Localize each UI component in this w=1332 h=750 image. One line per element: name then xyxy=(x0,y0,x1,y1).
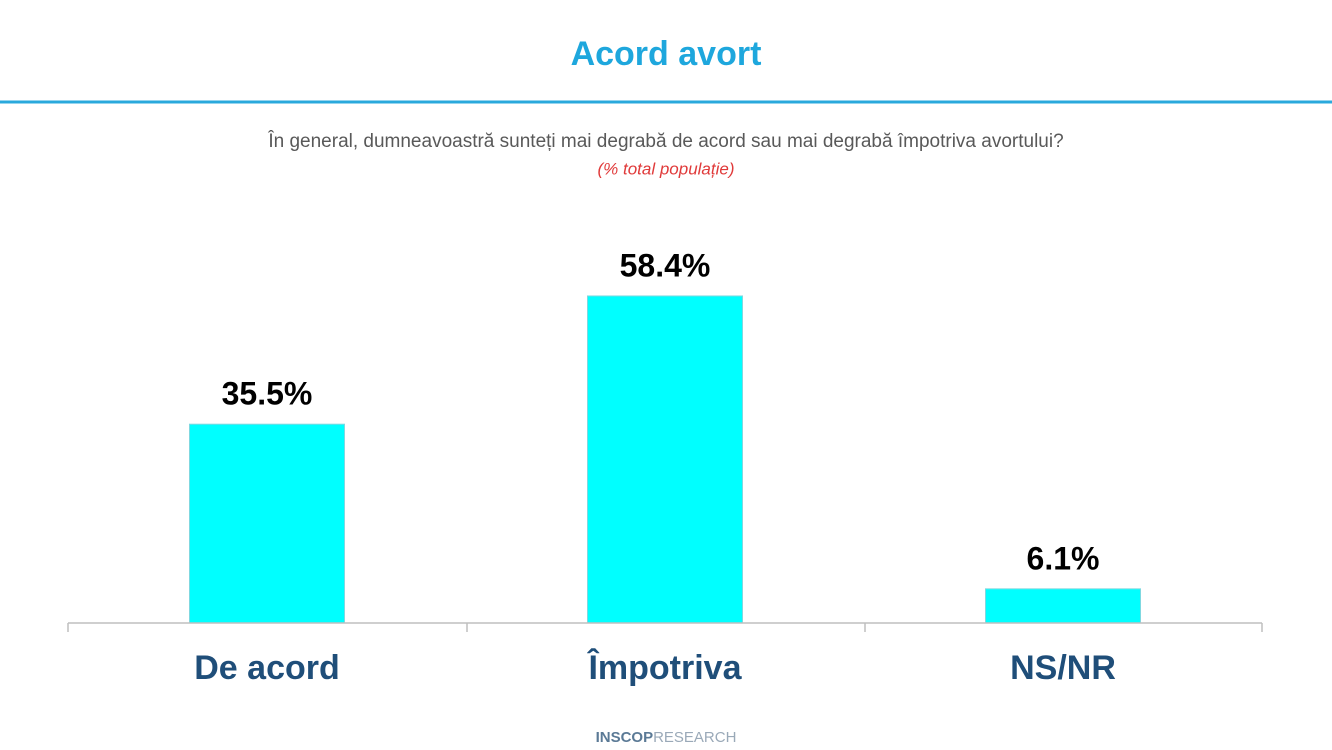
footer-brand: INSCOP xyxy=(596,729,654,746)
bar xyxy=(189,423,345,624)
value-label: 35.5% xyxy=(222,376,313,412)
note: (% total populație) xyxy=(597,159,734,178)
chart-title: Acord avort xyxy=(571,35,762,73)
value-label: 58.4% xyxy=(620,247,711,283)
x-tick-label: NS/NR xyxy=(1010,649,1116,687)
bar xyxy=(587,295,743,624)
x-tick-label: De acord xyxy=(194,649,340,687)
subtitle: În general, dumneavoastră sunteți mai de… xyxy=(267,130,1063,152)
footer-suffix: RESEARCH xyxy=(653,729,736,746)
footer-logo: INSCOPRESEARCH xyxy=(596,729,737,746)
value-label: 6.1% xyxy=(1027,540,1100,576)
x-tick-label: Împotriva xyxy=(586,649,742,687)
bar xyxy=(985,588,1141,624)
